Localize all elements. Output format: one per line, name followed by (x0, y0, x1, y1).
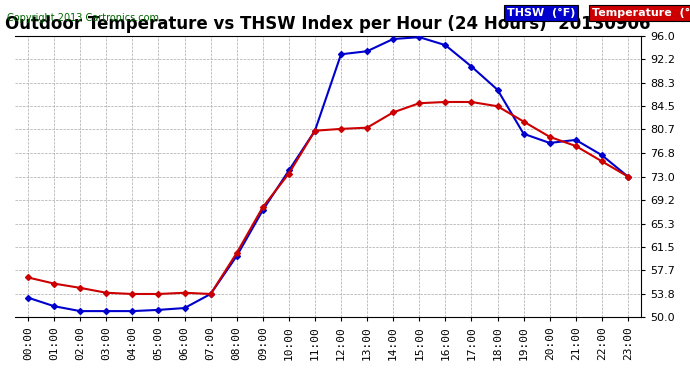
Title: Outdoor Temperature vs THSW Index per Hour (24 Hours)  20130906: Outdoor Temperature vs THSW Index per Ho… (6, 15, 651, 33)
Text: Copyright 2013 Cartronics.com: Copyright 2013 Cartronics.com (7, 13, 159, 23)
Text: THSW  (°F): THSW (°F) (507, 8, 575, 18)
Text: Temperature  (°F): Temperature (°F) (592, 8, 690, 18)
